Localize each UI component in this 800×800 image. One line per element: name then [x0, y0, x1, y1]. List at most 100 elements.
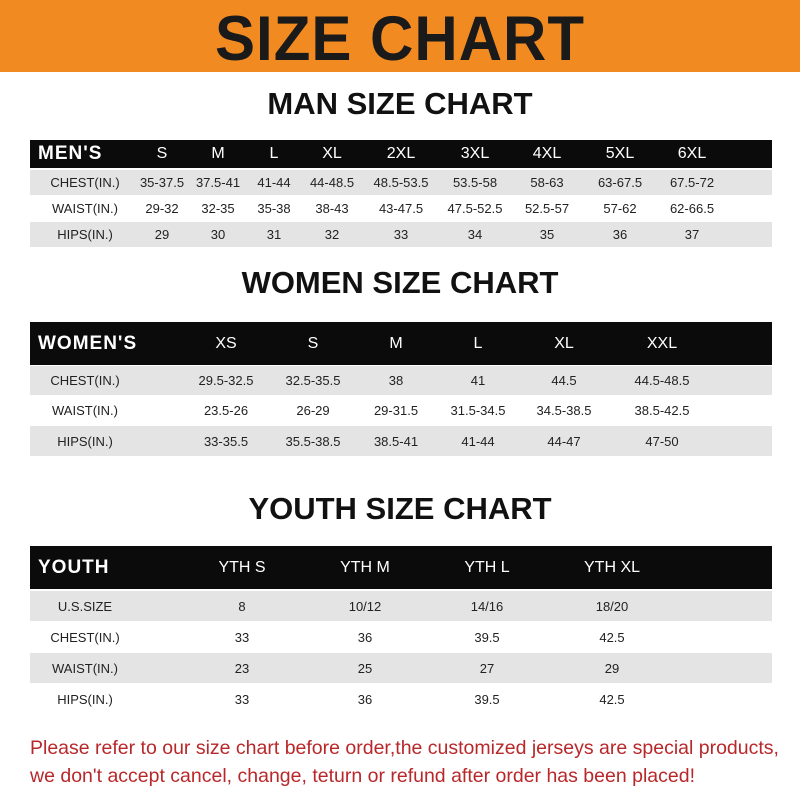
- measurement-value: 67.5-72: [669, 175, 715, 190]
- size-header-cell: XL: [554, 334, 574, 352]
- measurement-value: 43-47.5: [378, 201, 424, 216]
- measurement-value: 35-38: [257, 201, 291, 216]
- size-header-cell: XXL: [646, 334, 678, 352]
- measurement-value: 38.5-42.5: [634, 403, 690, 418]
- measurement-label: CHEST(IN.): [50, 373, 120, 388]
- size-header-cell: L: [269, 145, 279, 162]
- size-header-cell: 5XL: [605, 145, 635, 162]
- measurement-value: 33-35.5: [203, 433, 249, 449]
- measurement-value: 44.5: [551, 373, 577, 388]
- size-header-cell: 4XL: [532, 145, 562, 162]
- table-row: HIPS(IN.) 33-35.5 35.5-38.5 38.5-41 41-44 44-…: [30, 426, 772, 456]
- measurement-value: 41-44: [257, 175, 291, 190]
- measurement-value: 30: [210, 227, 226, 242]
- measurement-value: 34.5-38.5: [536, 403, 592, 418]
- measurement-value: 63-67.5: [597, 175, 643, 190]
- measurement-label: CHEST(IN.): [50, 175, 120, 190]
- measurement-value: 35-37.5: [139, 175, 185, 190]
- measurement-value: 47-50: [645, 433, 679, 449]
- size-header-cell: S: [307, 334, 319, 352]
- size-header-cell: L: [473, 334, 483, 352]
- measurement-label: WAIST(IN.): [52, 201, 118, 216]
- table-row: WAIST(IN.) 23.5-26 26-29 29-31.5 31.5-34.5 34…: [30, 396, 772, 425]
- measurement-label: HIPS(IN.): [57, 227, 113, 242]
- measurement-value: 33: [393, 227, 409, 242]
- table-row: U.S.SIZE 8 10/12 14/16 18/20: [30, 591, 772, 621]
- measurement-value: 47.5-52.5: [447, 201, 503, 216]
- measurement-value: 35.5-38.5: [285, 433, 341, 449]
- youth-section-title: YOUTH SIZE CHART: [248, 491, 552, 526]
- measurement-value: 42.5: [599, 692, 625, 707]
- measurement-value: 27: [479, 660, 495, 676]
- table-row: HIPS(IN.) 33 36 39.5 42.5: [30, 684, 772, 715]
- measurement-value: 33: [234, 692, 250, 707]
- measurement-value: 39.5: [474, 692, 500, 707]
- page-title: SIZE CHART: [215, 3, 585, 74]
- size-header-cell: 6XL: [677, 145, 707, 162]
- measurement-value: 41: [470, 373, 486, 388]
- measurement-label: HIPS(IN.): [57, 433, 113, 449]
- measurement-value: 44.5-48.5: [634, 373, 690, 388]
- measurement-value: 29.5-32.5: [198, 373, 254, 388]
- measurement-value: 29: [154, 227, 170, 242]
- measurement-value: 53.5-58: [452, 175, 498, 190]
- measurement-value: 26-29: [296, 403, 330, 418]
- measurement-value: 44-48.5: [309, 175, 355, 190]
- table-row: CHEST(IN.) 35-37.5 37.5-41 41-44 44-48.5 48.5…: [30, 170, 772, 195]
- table-row: CHEST(IN.) 33 36 39.5 42.5: [30, 622, 772, 652]
- table-title-cell: YOUTH: [38, 556, 110, 578]
- measurement-value: 57-62: [603, 201, 637, 216]
- measurement-label: CHEST(IN.): [50, 629, 120, 645]
- size-header-cell: M: [389, 334, 403, 352]
- size-header-cell: YTH M: [340, 558, 390, 576]
- measurement-value: 23: [234, 660, 250, 676]
- measurement-value: 37.5-41: [195, 175, 241, 190]
- measurement-value: 32-35: [201, 201, 235, 216]
- size-header-cell: XL: [322, 145, 342, 162]
- size-header-cell: 2XL: [386, 145, 416, 162]
- measurement-value: 41-44: [461, 433, 495, 449]
- size-header-cell: YTH L: [464, 558, 510, 576]
- measurement-label: WAIST(IN.): [52, 660, 118, 676]
- measurement-value: 33: [234, 629, 250, 645]
- measurement-value: 36: [357, 629, 373, 645]
- table-title-cell: MEN'S: [38, 143, 103, 164]
- measurement-value: 8: [238, 598, 246, 614]
- measurement-value: 52.5-57: [524, 201, 570, 216]
- men-section-title: MAN SIZE CHART: [267, 86, 533, 121]
- measurement-value: 29: [604, 660, 620, 676]
- measurement-value: 58-63: [530, 175, 564, 190]
- size-header-cell: YTH S: [218, 558, 266, 576]
- size-header-cell: 3XL: [460, 145, 490, 162]
- measurement-value: 44-47: [547, 433, 581, 449]
- notice-line-2: we don't accept cancel, change, teturn o…: [30, 765, 695, 787]
- measurement-value: 34: [467, 227, 483, 242]
- measurement-value: 48.5-53.5: [373, 175, 429, 190]
- table-header-row: YOUTH YTH S YTH M YTH L YTH XL: [30, 546, 772, 589]
- table-row: WAIST(IN.) 29-32 32-35 35-38 38-43 43-47.5 47.…: [30, 196, 772, 221]
- measurement-value: 62-66.5: [669, 201, 715, 216]
- measurement-value: 36: [612, 227, 628, 242]
- measurement-value: 38.5-41: [373, 433, 419, 449]
- measurement-value: 14/16: [470, 598, 504, 614]
- footer-notice: Please refer to our size chart before or…: [30, 734, 790, 790]
- table-title-cell: WOMEN'S: [38, 332, 138, 354]
- measurement-label: WAIST(IN.): [52, 403, 118, 418]
- table-row: WAIST(IN.) 23 25 27 29: [30, 653, 772, 683]
- measurement-value: 29-32: [145, 201, 179, 216]
- measurement-label: HIPS(IN.): [57, 692, 113, 707]
- measurement-value: 36: [357, 692, 373, 707]
- measurement-value: 31: [266, 227, 282, 242]
- women-section-title: WOMEN SIZE CHART: [241, 265, 559, 300]
- measurement-value: 29-31.5: [373, 403, 419, 418]
- table-row: CHEST(IN.) 29.5-32.5 32.5-35.5 38 41 44.5 44.5…: [30, 366, 772, 395]
- measurement-value: 32.5-35.5: [285, 373, 341, 388]
- measurement-value: 37: [684, 227, 700, 242]
- measurement-value: 35: [539, 227, 555, 242]
- measurement-value: 39.5: [474, 629, 500, 645]
- measurement-value: 31.5-34.5: [450, 403, 506, 418]
- table-header-row: MEN'S S M L XL 2XL 3XL 4XL 5XL 6XL: [30, 140, 772, 168]
- measurement-value: 18/20: [595, 598, 629, 614]
- measurement-value: 42.5: [599, 629, 625, 645]
- size-header-cell: XS: [215, 334, 237, 352]
